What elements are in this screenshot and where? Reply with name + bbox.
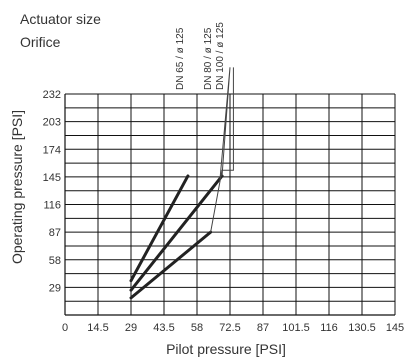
series-label: DN 65 / ø 125	[175, 27, 186, 90]
x-axis-label: Pilot pressure [PSI]	[166, 341, 286, 357]
x-tick-label: 0	[62, 322, 68, 334]
x-tick-label: 145	[386, 322, 404, 334]
series-line	[129, 174, 224, 292]
y-tick-label: 29	[49, 282, 61, 294]
y-tick-label: 87	[49, 227, 61, 239]
series-group	[129, 174, 224, 300]
tick-labels: 0 14.5 29 43.5 58 72.5 87 101.5 116 130.5 145 29 58 8…	[43, 89, 404, 334]
x-tick-label: 72.5	[219, 322, 240, 334]
y-tick-label: 116	[43, 200, 61, 212]
series-line	[129, 174, 190, 283]
x-tick-label: 14.5	[87, 322, 108, 334]
thin-series-group	[210, 67, 234, 233]
thin-line	[210, 67, 234, 233]
x-tick-label: 87	[257, 322, 269, 334]
y-tick-label: 58	[49, 255, 61, 267]
y-tick-label: 145	[43, 172, 61, 184]
y-axis-label: Operating pressure [PSI]	[9, 110, 25, 264]
x-tick-label: 116	[320, 322, 338, 334]
title-line-2: Orifice	[20, 34, 61, 50]
thin-line	[219, 67, 231, 182]
series-label: DN 100 / ø 125	[215, 22, 226, 90]
y-tick-label: 232	[43, 89, 61, 101]
series-label: DN 80 / ø 125	[203, 27, 214, 90]
y-tick-label: 203	[43, 117, 61, 129]
x-tick-label: 101.5	[282, 322, 310, 334]
x-tick-label: 43.5	[153, 322, 174, 334]
grid	[64, 93, 396, 315]
x-tick-label: 29	[125, 322, 137, 334]
axes	[64, 94, 395, 316]
x-tick-label: 58	[191, 322, 203, 334]
x-tick-label: 130.5	[348, 322, 376, 334]
title-line-1: Actuator size	[20, 11, 101, 27]
series-labels: DN 65 / ø 125 DN 80 / ø 125 DN 100 / ø 125	[175, 22, 226, 90]
y-tick-label: 174	[43, 144, 61, 156]
series-line	[129, 230, 213, 300]
